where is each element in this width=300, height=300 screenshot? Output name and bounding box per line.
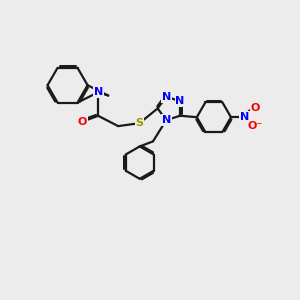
Text: N: N (240, 112, 249, 122)
Text: O: O (77, 117, 87, 127)
Text: N: N (162, 92, 171, 102)
Text: O⁻: O⁻ (248, 121, 263, 131)
Text: N: N (94, 87, 103, 97)
Text: N: N (176, 96, 185, 106)
Text: N: N (162, 115, 171, 125)
Text: O: O (250, 103, 260, 113)
Text: S: S (135, 118, 143, 128)
